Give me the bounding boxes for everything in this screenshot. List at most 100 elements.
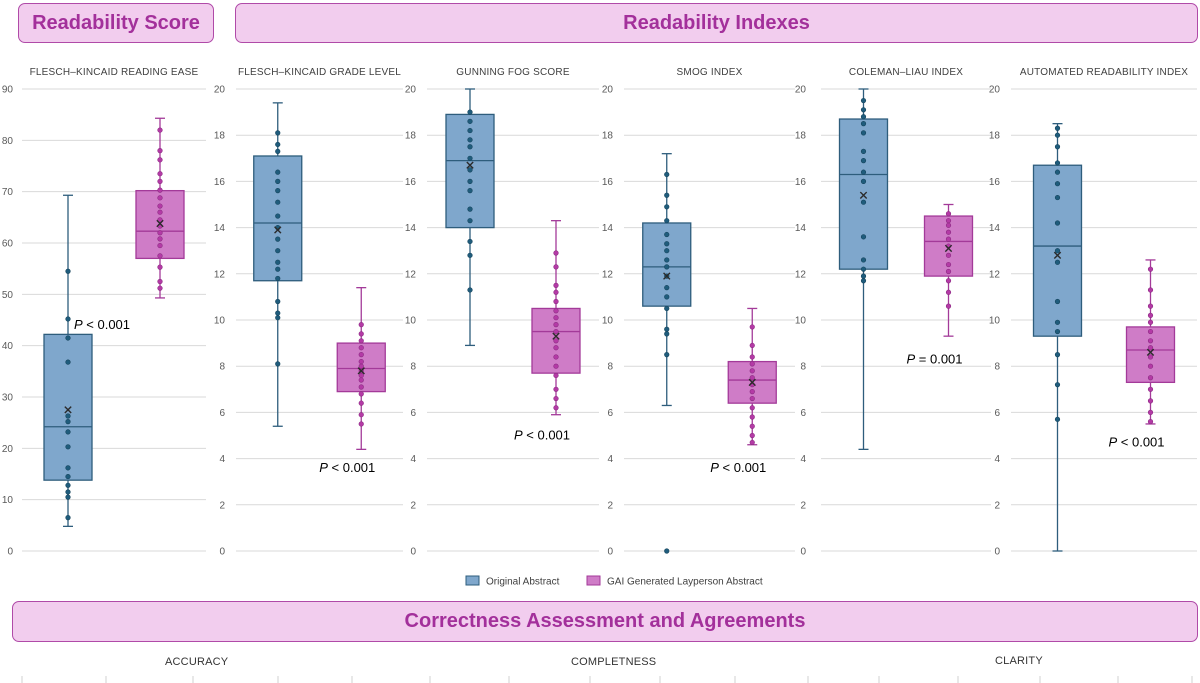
panel-5-series-gai [923, 203, 974, 337]
data-point [275, 298, 281, 305]
panel-3-title: GUNNING FOG SCORE [456, 67, 570, 78]
panel-6-tick-label: 18 [989, 131, 1001, 142]
panel-6-tick-label: 16 [989, 177, 1001, 188]
data-point [1147, 375, 1154, 381]
data-point [65, 473, 71, 480]
data-point [275, 259, 281, 265]
p-value-symbol: P [1109, 434, 1118, 449]
data-point [749, 375, 755, 381]
data-point [275, 236, 281, 242]
data-point [664, 192, 670, 198]
data-point [553, 315, 559, 321]
mean-marker-stroke [552, 332, 560, 340]
data-point [860, 266, 867, 272]
mean-marker [859, 191, 868, 199]
panel-2-series-original [253, 102, 303, 427]
panel-1-tick-label: 80 [2, 136, 14, 147]
data-point [945, 303, 952, 309]
data-point [467, 144, 473, 150]
data-point [65, 419, 71, 425]
data-point [860, 273, 867, 279]
p-value-text: < 0.001 [1117, 434, 1164, 449]
data-point [945, 211, 952, 217]
panel-3-tick-label: 18 [405, 131, 417, 142]
panel-1-tick-label: 90 [2, 85, 14, 96]
data-point [157, 236, 163, 242]
panel-5-p-value: P = 0.001 [907, 351, 963, 366]
data-point [467, 252, 473, 258]
data-point [664, 264, 670, 270]
panel-4-tick-label: 14 [602, 223, 614, 234]
readability-score-banner: Readability Score [18, 3, 214, 43]
data-point [553, 282, 559, 288]
panel-4-p-value: P < 0.001 [710, 460, 766, 475]
data-point [1147, 419, 1154, 425]
data-point [1054, 169, 1061, 175]
data-point [358, 377, 364, 383]
data-point [275, 275, 281, 282]
data-point [1054, 132, 1061, 138]
data-point [157, 264, 163, 270]
data-point [65, 494, 71, 500]
data-point [664, 248, 670, 254]
panel-1-series-gai [135, 117, 185, 299]
data-point [553, 298, 559, 305]
mean-marker [663, 272, 671, 280]
p-value-symbol: P [74, 317, 83, 332]
panel-4-tick-label: 18 [602, 131, 614, 142]
data-point [553, 289, 559, 295]
data-point [945, 289, 952, 295]
correctness-title: Correctness Assessment and Agreements [404, 610, 806, 632]
panel-2-tick-label: 6 [219, 408, 225, 419]
data-point [1147, 319, 1154, 325]
data-point [860, 107, 867, 113]
data-point [157, 209, 163, 215]
data-point [275, 141, 281, 148]
data-point [1054, 181, 1061, 187]
data-point [749, 439, 755, 446]
data-point [157, 278, 163, 285]
mean-marker [466, 161, 474, 169]
data-point [275, 199, 281, 205]
data-point [749, 414, 755, 420]
data-point [65, 444, 71, 450]
panel-1-title: FLESCH–KINCAID READING EASE [30, 67, 199, 78]
p-value-text: < 0.001 [328, 460, 375, 475]
data-point [1054, 125, 1061, 131]
data-point [467, 127, 473, 134]
panel-6-tick-label: 8 [994, 362, 1000, 373]
data-point [275, 266, 281, 272]
panel-5-tick-label: 6 [800, 408, 806, 419]
data-point [1147, 266, 1154, 272]
data-point [553, 328, 559, 335]
panel-1-tick-label: 30 [2, 393, 14, 404]
data-point [467, 109, 473, 115]
data-point [1147, 312, 1154, 318]
panel-3-series-gai [531, 220, 581, 416]
data-point [664, 231, 670, 238]
mean-marker-stroke [748, 378, 756, 387]
data-point [664, 352, 670, 358]
data-point [275, 361, 281, 367]
panel-3-tick-label: 12 [405, 269, 417, 280]
data-point [1147, 386, 1154, 392]
panel-6-series-original [1032, 123, 1083, 552]
panel-6-series-gai [1125, 259, 1176, 425]
panel-6-tick-label: 12 [989, 269, 1001, 280]
box-iqr [838, 118, 889, 270]
data-point [1147, 363, 1154, 369]
data-point [467, 167, 473, 173]
data-point [1147, 303, 1154, 309]
data-point [749, 368, 755, 374]
panel-2-tick-label: 8 [219, 362, 225, 373]
data-point [467, 218, 473, 224]
data-point [65, 335, 71, 341]
data-point [65, 489, 71, 495]
data-point [553, 345, 559, 351]
data-point [945, 222, 952, 228]
data-point [1147, 328, 1154, 335]
panel-4-tick-label: 20 [602, 85, 614, 96]
p-value-text: < 0.001 [83, 317, 130, 332]
panel-4-series-gai [727, 307, 777, 446]
data-point [65, 482, 71, 488]
